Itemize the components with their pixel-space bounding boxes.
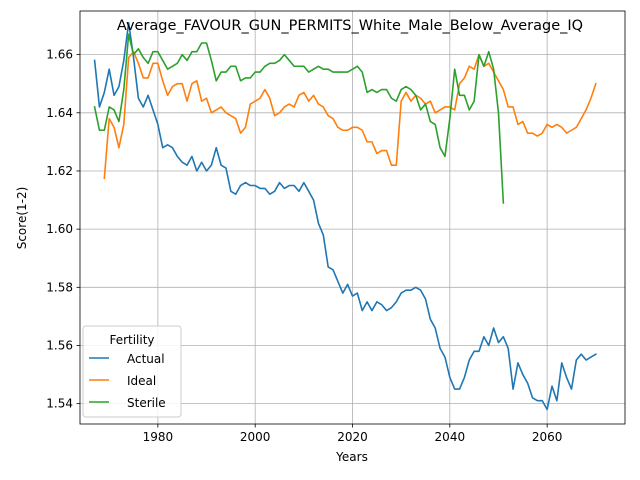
x-tick-label: 2000 <box>240 430 271 444</box>
y-tick-label: 1.64 <box>46 106 73 120</box>
y-tick-label: 1.56 <box>46 338 73 352</box>
x-axis-label: Years <box>335 450 368 464</box>
x-tick-label: 2020 <box>337 430 368 444</box>
legend-label-actual: Actual <box>127 352 165 366</box>
chart-title: Average_FAVOUR_GUN_PERMITS_White_Male_Be… <box>117 18 583 34</box>
legend-label-sterile: Sterile <box>127 396 166 410</box>
legend-box <box>82 325 182 418</box>
legend-title: Fertility <box>109 333 154 347</box>
x-tick-label: 2060 <box>532 430 563 444</box>
y-axis-ticks: 1.54 1.56 1.58 1.60 1.62 1.64 1.66 <box>46 48 80 411</box>
y-tick-label: 1.60 <box>46 222 73 236</box>
legend-label-ideal: Ideal <box>127 374 156 388</box>
y-tick-label: 1.58 <box>46 280 73 294</box>
x-tick-label: 1980 <box>143 430 174 444</box>
series-line-sterile <box>93 33 505 204</box>
y-tick-label: 1.62 <box>46 164 73 178</box>
legend: Fertility Actual Ideal Sterile <box>82 325 182 418</box>
series-line-actual <box>93 21 597 411</box>
x-axis-ticks: 1980 2000 2020 2040 2060 <box>143 424 563 444</box>
y-axis-label: Score(1-2) <box>15 187 29 250</box>
series-lines <box>93 21 597 411</box>
series-line-ideal <box>103 50 597 180</box>
y-tick-label: 1.54 <box>46 397 73 411</box>
x-tick-label: 2040 <box>435 430 466 444</box>
y-tick-label: 1.66 <box>46 48 73 62</box>
